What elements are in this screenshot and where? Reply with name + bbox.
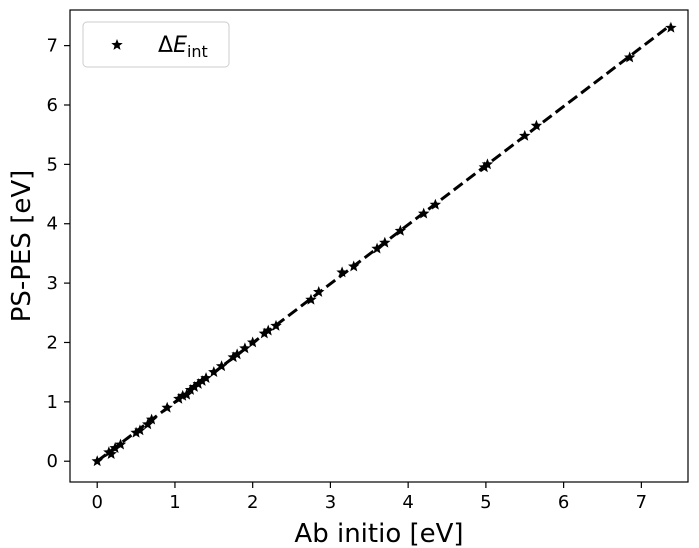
data-point-star — [379, 236, 391, 248]
data-point-star — [134, 424, 146, 436]
legend-star-marker — [111, 39, 123, 50]
data-point-star — [173, 392, 185, 404]
data-point-star — [215, 360, 228, 372]
data-point-star — [665, 21, 677, 33]
y-tick-label: 5 — [47, 154, 58, 175]
data-point-star — [246, 336, 259, 348]
y-tick-label: 7 — [47, 36, 58, 57]
data-point-star — [336, 266, 348, 278]
data-point-star — [371, 242, 383, 254]
data-point-star — [231, 348, 243, 360]
legend-label: ΔEint — [158, 33, 208, 61]
data-point-star — [519, 129, 531, 141]
plot-frame — [69, 9, 689, 483]
x-tick-label: 3 — [325, 492, 336, 513]
data-point-star — [270, 319, 282, 331]
data-point-star — [481, 158, 494, 170]
x-axis-ticks: 0 1 2 3 4 5 6 7 — [91, 482, 647, 513]
legend: ΔEint — [82, 21, 230, 68]
data-point-star — [130, 426, 142, 438]
data-point-star — [227, 351, 239, 363]
data-point-star — [313, 286, 325, 297]
data-point-star — [91, 455, 103, 467]
y-tick-label: 1 — [47, 392, 58, 413]
data-point-star — [103, 446, 115, 458]
data-point-star — [258, 327, 271, 339]
data-point-star — [623, 51, 636, 63]
data-point-star — [145, 413, 158, 425]
data-point-star — [417, 207, 430, 219]
data-point-star — [196, 375, 208, 386]
legend-box — [82, 21, 230, 68]
x-tick-label: 7 — [636, 492, 647, 513]
plot-area — [69, 9, 689, 483]
data-point-star — [530, 119, 543, 131]
data-point-star — [188, 381, 201, 392]
data-point-star — [348, 260, 360, 272]
data-point-star — [177, 389, 189, 401]
legend-delta: Δ — [158, 33, 173, 58]
data-point-star — [184, 383, 197, 395]
marker-layer — [91, 21, 677, 467]
x-tick-label: 5 — [480, 492, 491, 513]
y-axis-ticks: 0 1 2 3 4 5 6 7 — [47, 36, 70, 472]
data-point-star — [180, 388, 193, 400]
y-axis-title: PS-PES [eV] — [7, 170, 37, 323]
x-axis-title: Ab initio [eV] — [294, 519, 463, 548]
legend-main: E — [173, 33, 187, 58]
data-point-star — [105, 448, 117, 459]
data-point-star — [262, 324, 274, 336]
data-point-star — [161, 401, 173, 413]
data-point-star — [200, 372, 212, 383]
data-point-star — [208, 366, 220, 378]
x-tick-label: 2 — [247, 492, 258, 513]
y-tick-label: 0 — [47, 451, 58, 472]
data-point-star — [109, 442, 121, 454]
data-point-star — [305, 293, 317, 305]
x-tick-label: 4 — [402, 492, 413, 513]
data-point-star — [192, 378, 204, 389]
data-point-star — [142, 418, 154, 430]
data-point-star — [239, 342, 251, 354]
x-tick-label: 6 — [558, 492, 569, 513]
data-point-star — [429, 198, 442, 210]
x-tick-label: 0 — [91, 492, 102, 513]
y-tick-label: 2 — [47, 332, 58, 353]
legend-subscript: int — [187, 42, 208, 61]
y-tick-label: 4 — [47, 214, 58, 235]
data-point-star — [114, 438, 127, 450]
data-point-star — [478, 161, 491, 173]
y-tick-label: 3 — [47, 273, 58, 294]
data-point-star — [394, 224, 407, 236]
y-tick-label: 6 — [47, 95, 58, 116]
x-tick-label: 1 — [169, 492, 180, 513]
